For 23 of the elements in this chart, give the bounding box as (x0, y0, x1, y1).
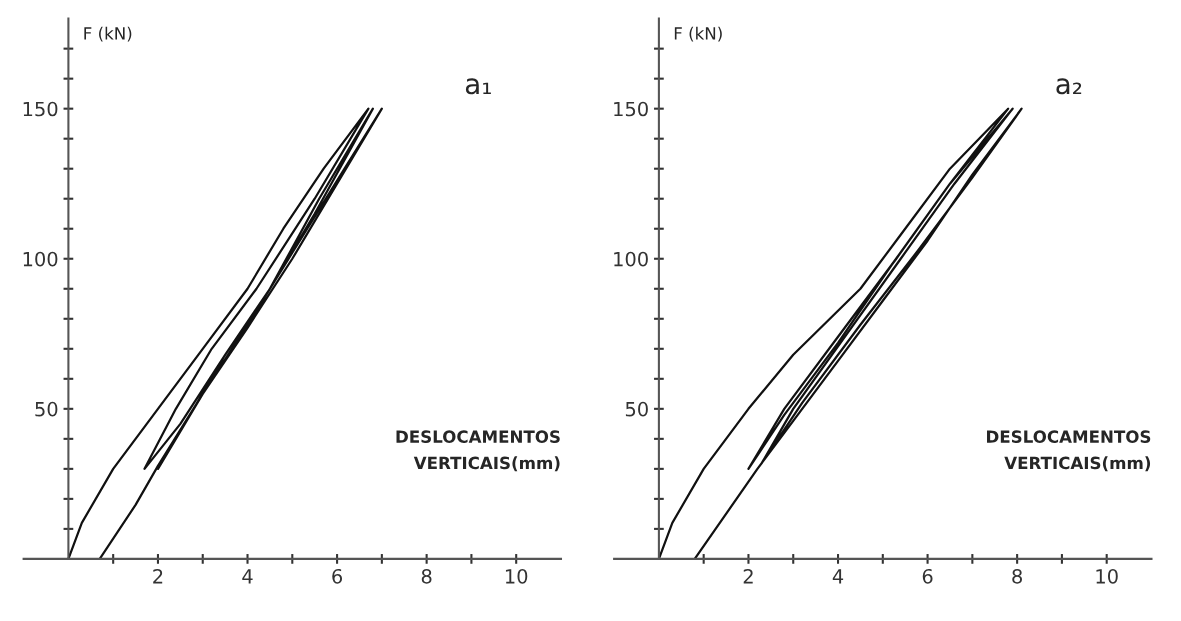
y-tick-label: 100 (614, 251, 648, 267)
x-tick-label: 8 (421, 568, 432, 584)
x-axis-title: DESLOCAMENTOS VERTICAIS(mm) (396, 430, 560, 472)
y-tick-label: 50 (625, 401, 648, 417)
x-tick-label: 10 (1096, 568, 1118, 584)
y-axis-title: F (kN) (84, 26, 132, 42)
x-tick-label: 2 (743, 568, 753, 584)
y-tick-label: 150 (23, 101, 58, 117)
x-tick-label: 4 (832, 569, 844, 584)
x-tick-label: 4 (242, 569, 253, 584)
y-axis-title: F (kN) (674, 26, 722, 42)
y-tick-label: 50 (35, 401, 58, 417)
line-series (67, 107, 383, 559)
x-tick-label: 8 (1012, 568, 1022, 584)
x-tick-label: 6 (922, 568, 933, 584)
x-axis-title: DESLOCAMENTOS VERTICAIS(mm) (987, 430, 1151, 472)
y-tick-label: 100 (23, 251, 58, 267)
x-tick-label: 2 (153, 568, 163, 584)
x-tick-label: 6 (332, 568, 343, 584)
text: a₂ (1056, 78, 1082, 95)
x-tick-label: 10 (505, 568, 528, 584)
text: a₁ (465, 78, 491, 95)
y-tick-label: 150 (614, 101, 648, 117)
